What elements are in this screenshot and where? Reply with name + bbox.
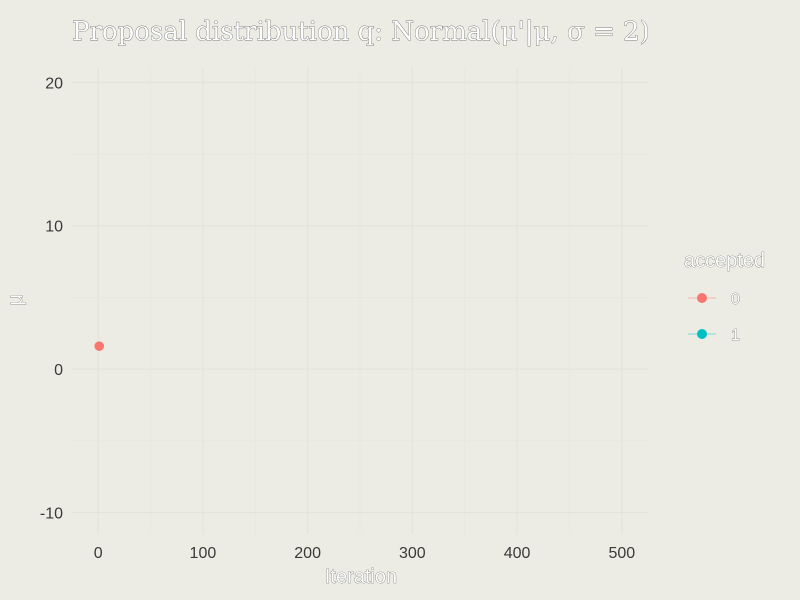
x-tick-label: 300 — [399, 545, 426, 562]
legend-title: accepted — [684, 250, 765, 272]
y-tick-label: -10 — [40, 505, 63, 522]
y-tick-label: 10 — [45, 219, 63, 236]
x-tick-label: 0 — [94, 545, 103, 562]
x-tick-label: 500 — [608, 545, 635, 562]
y-tick-label: 0 — [54, 362, 63, 379]
plot-area: 0 100 200 300 400 500 -10 0 10 20 — [40, 68, 648, 562]
x-tick-label: 400 — [504, 545, 531, 562]
legend-key-point — [697, 329, 707, 339]
legend-key-point — [697, 293, 707, 303]
chart-title: Proposal distribution q: Normal(μ'|μ, σ … — [72, 17, 650, 47]
legend: accepted 0 1 — [684, 250, 766, 345]
legend-label: 1 — [731, 327, 740, 344]
y-tick-label: 20 — [45, 75, 63, 92]
x-tick-label: 200 — [294, 545, 321, 562]
x-tick-label: 100 — [190, 545, 217, 562]
x-axis-title: Iteration — [325, 566, 397, 588]
legend-label: 0 — [731, 291, 740, 308]
data-point — [94, 341, 105, 351]
y-axis-title: μ — [5, 294, 27, 306]
